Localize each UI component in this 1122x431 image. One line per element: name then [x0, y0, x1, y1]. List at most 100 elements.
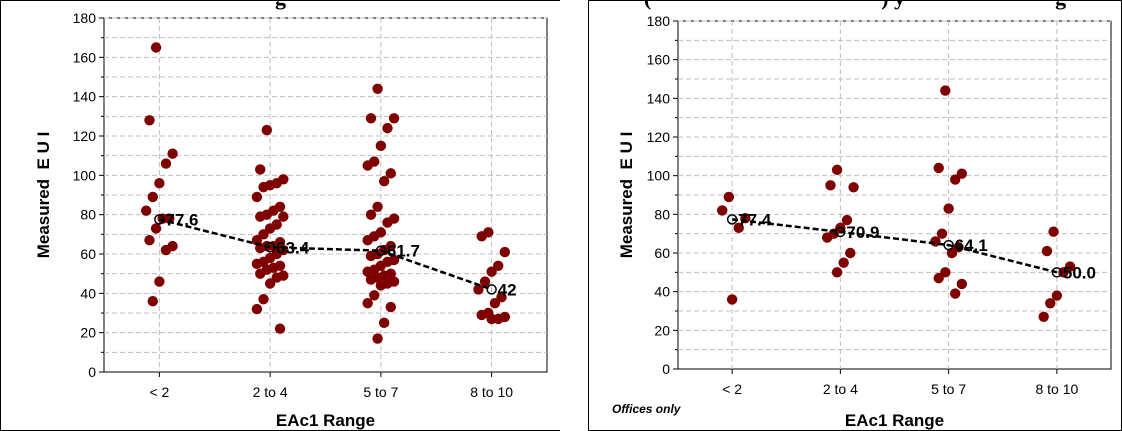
- data-point: [261, 124, 273, 136]
- y-tick-label: 60: [80, 246, 96, 262]
- scatter-chart-right: 0 20 40 60 80 100 120 140 160 180 < 2 2 to 4 5 to 7 8…: [612, 13, 1112, 430]
- x-tick-label: 8 to 10: [470, 384, 513, 400]
- y-tick-label: 60: [654, 245, 670, 261]
- data-point: [733, 222, 744, 234]
- data-point: [264, 278, 276, 289]
- y-tick-label: 80: [80, 207, 96, 223]
- x-tick-label: 5 to 7: [363, 384, 398, 400]
- y-tick-label: 80: [654, 206, 670, 222]
- x-tick-label: 2 to 4: [823, 381, 858, 397]
- mean-label: 77.4: [738, 210, 772, 229]
- data-point: [154, 276, 165, 287]
- mean-marker: [154, 214, 165, 225]
- y-tick-label: 40: [654, 284, 670, 300]
- y-tick-label: 160: [73, 49, 97, 65]
- y-tick-label: 180: [647, 13, 671, 29]
- x-tick-label: 2 to 4: [253, 384, 288, 400]
- data-point: [950, 288, 961, 299]
- y-tick-label: 140: [647, 90, 671, 106]
- data-point: [147, 191, 158, 203]
- title-fragment-b: ) y: [881, 1, 905, 10]
- data-point: [821, 232, 833, 243]
- y-tick-label: 160: [647, 52, 671, 68]
- x-tick-label: < 2: [149, 384, 169, 400]
- data-point: [1038, 311, 1049, 322]
- mean-label: 64.1: [955, 236, 988, 255]
- data-point: [956, 278, 968, 290]
- data-point: [848, 182, 859, 193]
- mean-label: 42: [498, 280, 517, 299]
- mean-marker: [835, 226, 846, 238]
- data-point: [255, 268, 266, 279]
- data-point: [258, 294, 269, 305]
- scatter-chart-left: 0 20 40 60 80 100 120 140 160 180 < 2 2 to 4 5 to 7 8…: [34, 10, 548, 430]
- data-point: [251, 235, 263, 246]
- data-point: [154, 178, 165, 189]
- x-axis-title: EAc1 Range: [845, 411, 944, 430]
- data-point: [1045, 298, 1056, 309]
- data-point: [369, 290, 380, 301]
- data-point: [476, 309, 487, 321]
- data-point: [157, 213, 168, 224]
- data-point: [144, 115, 155, 126]
- data-point: [378, 317, 390, 329]
- data-point: [1048, 226, 1059, 237]
- y-tick-label: 180: [73, 10, 97, 26]
- mean-line: [731, 218, 1058, 274]
- data-point: [717, 205, 728, 216]
- data-point: [726, 294, 738, 305]
- data-point: [831, 267, 843, 278]
- y-tick-label: 20: [654, 322, 670, 338]
- data-point: [255, 242, 266, 254]
- title-fragment-text: g: [275, 1, 286, 10]
- mean-marker: [726, 214, 738, 225]
- data-point: [362, 235, 373, 246]
- mean-marker: [264, 242, 276, 253]
- mean-label: 63.4: [276, 238, 310, 257]
- mean-marker: [486, 284, 497, 295]
- data-point: [362, 160, 373, 171]
- data-point: [1051, 290, 1063, 301]
- data-point: [274, 323, 286, 334]
- data-point: [251, 258, 263, 270]
- y-tick-label: 100: [647, 168, 671, 184]
- data-point: [150, 42, 162, 53]
- data-point: [160, 158, 172, 169]
- mean-label: 61.7: [387, 242, 420, 261]
- data-point: [365, 250, 377, 262]
- data-point: [845, 247, 856, 259]
- data-point: [473, 284, 484, 295]
- x-axis-title: EAc1 Range: [276, 411, 375, 430]
- data-point: [255, 211, 266, 222]
- data-point: [933, 162, 944, 174]
- mean-label: 50.0: [1063, 263, 1096, 282]
- data-point: [382, 122, 393, 134]
- data-point: [486, 313, 497, 325]
- data-point: [476, 231, 487, 242]
- y-tick-label: 0: [88, 364, 96, 380]
- y-axis-title: Measured E U I: [34, 132, 53, 259]
- data-point: [140, 205, 152, 216]
- data-point: [251, 191, 263, 203]
- title-fragment-a: (: [644, 1, 651, 10]
- data-point: [144, 235, 155, 246]
- data-point: [258, 181, 269, 193]
- chart-title-fragment-left: g: [1, 1, 560, 10]
- data-point: [831, 164, 843, 176]
- y-tick-label: 0: [662, 361, 670, 377]
- data-point: [365, 274, 377, 285]
- mean-label: 77.6: [165, 210, 198, 229]
- y-tick-label: 20: [80, 325, 96, 341]
- data-point: [365, 209, 377, 220]
- data-point: [362, 297, 373, 309]
- mean-marker: [1051, 267, 1063, 278]
- chart-panel-right: () y g 0 20 40 60 80 100 120 140 160 180 < 2 2 to 4 5…: [588, 0, 1122, 431]
- footnote-text: Offices only: [612, 402, 682, 416]
- mean-marker: [943, 239, 954, 251]
- chart-panel-left: g 0 20 40 60 80 100 120 140 160 180 < 2 2 to 4 5 to …: [0, 0, 560, 431]
- data-point: [160, 244, 172, 256]
- data-point: [382, 217, 393, 228]
- y-tick-label: 120: [647, 129, 671, 145]
- data-point: [940, 85, 951, 96]
- x-tick-label: < 2: [722, 381, 742, 397]
